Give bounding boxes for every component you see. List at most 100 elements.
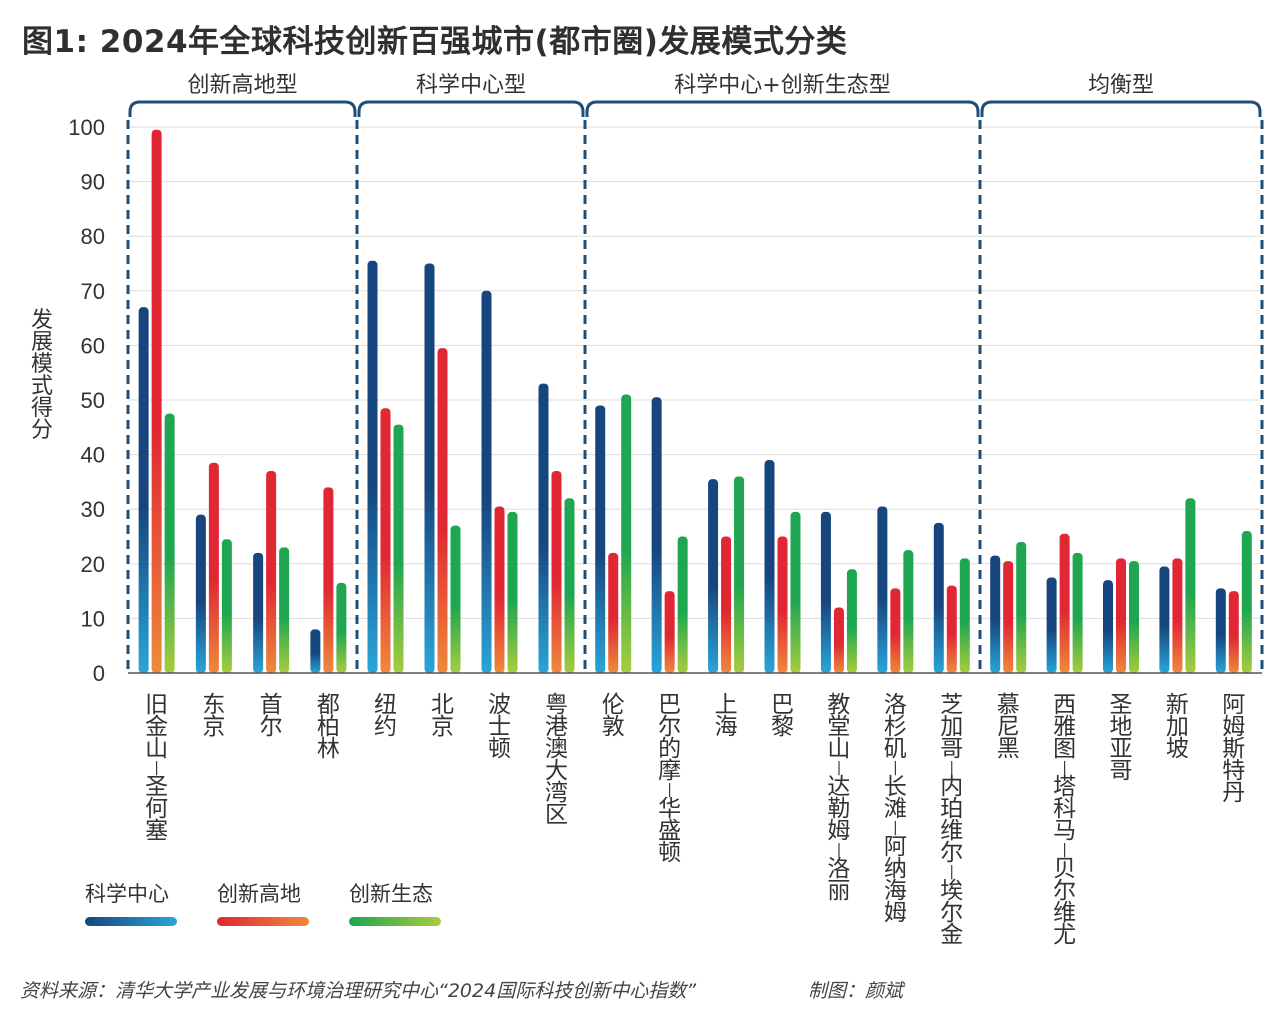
bar [1046, 577, 1057, 673]
group-label: 均衡型 [1088, 73, 1154, 98]
bar [494, 506, 505, 673]
chart-area: 创新高地型 科学中心型 科学中心+创新生态型 均衡型 0 10 20 30 40 50 60 70 8… [31, 73, 1264, 948]
y-tick-label: 0 [93, 661, 105, 686]
bar [266, 470, 277, 673]
bar [708, 479, 719, 673]
bar [279, 547, 290, 673]
group-bracket [128, 100, 357, 117]
bar [1016, 541, 1027, 673]
bar [621, 394, 632, 673]
x-tick-label: 西雅图|塔科马|贝尔维尤 [1053, 692, 1076, 948]
legend-label-science: 科学中心 [85, 882, 169, 906]
group-label: 科学中心型 [416, 73, 526, 98]
bar [1103, 580, 1113, 673]
bar [1159, 566, 1170, 673]
legend-label-ecology: 创新生态 [349, 882, 433, 906]
bar [367, 260, 378, 673]
bar [1116, 558, 1126, 673]
bar [380, 408, 391, 673]
bar [903, 550, 914, 673]
bar [777, 536, 788, 673]
bar [721, 536, 732, 673]
y-tick-label: 70 [81, 279, 105, 304]
group-label: 科学中心+创新生态型 [674, 73, 890, 98]
bar [164, 413, 175, 673]
bar [253, 552, 264, 673]
bar [890, 588, 901, 673]
x-tick-label: 巴尔的摩|华盛顿 [658, 692, 681, 866]
bar [450, 525, 461, 673]
bar [221, 539, 232, 673]
legend-item-science: 科学中心 [85, 878, 205, 926]
x-tick-label: 芝加哥|内珀维尔|埃尔金 [940, 692, 963, 948]
y-tick-label: 60 [81, 333, 105, 358]
bar [1228, 591, 1239, 673]
legend-item-ecology: 创新生态 [349, 878, 469, 926]
x-tick-label: 阿姆斯特丹 [1222, 692, 1245, 806]
bar [820, 511, 831, 673]
y-tick-label: 50 [81, 388, 105, 413]
y-tick-label: 80 [81, 224, 105, 249]
bar [990, 555, 1001, 673]
bar [608, 552, 619, 673]
bar [310, 629, 321, 673]
x-tick-label: 东京 [202, 692, 225, 740]
x-tick-label: 教堂山|达勒姆|洛丽 [827, 692, 850, 904]
x-tick-label: 都柏林 [317, 692, 340, 762]
source-note: 资料来源：清华大学产业发展与环境治理研究中心“2024国际科技创新中心指数” [20, 980, 697, 1002]
bar [833, 607, 844, 673]
bar [764, 460, 775, 673]
x-tick-label: 巴黎 [771, 692, 794, 740]
bar [677, 536, 688, 673]
bar [195, 514, 206, 673]
y-tick-label: 100 [68, 115, 105, 140]
gridlines [128, 126, 1262, 619]
bar [551, 470, 562, 673]
legend-swatch-science [85, 917, 177, 926]
bar [1215, 588, 1226, 673]
x-tick-label: 上海 [715, 692, 738, 740]
bar [393, 424, 404, 673]
bar [481, 290, 492, 673]
legend-swatch-innovation [217, 917, 309, 926]
x-tick-label: 首尔 [260, 692, 283, 740]
x-tick-label: 波士顿 [488, 692, 511, 762]
bar [595, 405, 606, 673]
bar [437, 348, 448, 673]
bar [138, 307, 149, 673]
bar [1072, 552, 1083, 673]
bar [564, 498, 575, 673]
bar [1129, 561, 1139, 673]
figure-title: 图1: 2024年全球科技创新百强城市(都市圈)发展模式分类 [22, 24, 848, 60]
bar [946, 585, 957, 673]
bar [1185, 498, 1196, 673]
bar [933, 522, 944, 673]
bar [538, 383, 549, 673]
x-tick-label: 纽约 [374, 692, 397, 740]
legend-swatch-ecology [349, 917, 441, 926]
y-axis-label: 发展模式得分 [31, 308, 53, 443]
group-label: 创新高地型 [187, 73, 297, 98]
bar [151, 129, 162, 674]
x-tick-label: 慕尼黑 [997, 692, 1020, 762]
bar [651, 397, 662, 673]
x-tick-label: 粤港澳大湾区 [545, 692, 568, 828]
bar [323, 487, 334, 673]
bar [208, 462, 219, 673]
group-bracket [357, 100, 585, 117]
bar [790, 511, 801, 673]
bar [1241, 531, 1252, 673]
y-axis: 0 10 20 30 40 50 60 70 80 90 100 发展模式得分 [31, 115, 1262, 686]
bar [424, 263, 435, 673]
bar [507, 511, 518, 673]
bar [846, 569, 857, 673]
x-tick-label: 圣地亚哥 [1110, 692, 1133, 784]
bar [1172, 558, 1183, 673]
bar [877, 506, 888, 673]
bar [336, 582, 347, 673]
bar [959, 558, 970, 673]
bar [734, 476, 745, 673]
credit-note: 制图：颜斌 [808, 980, 904, 1002]
bar [1003, 561, 1014, 673]
y-tick-label: 20 [81, 552, 105, 577]
